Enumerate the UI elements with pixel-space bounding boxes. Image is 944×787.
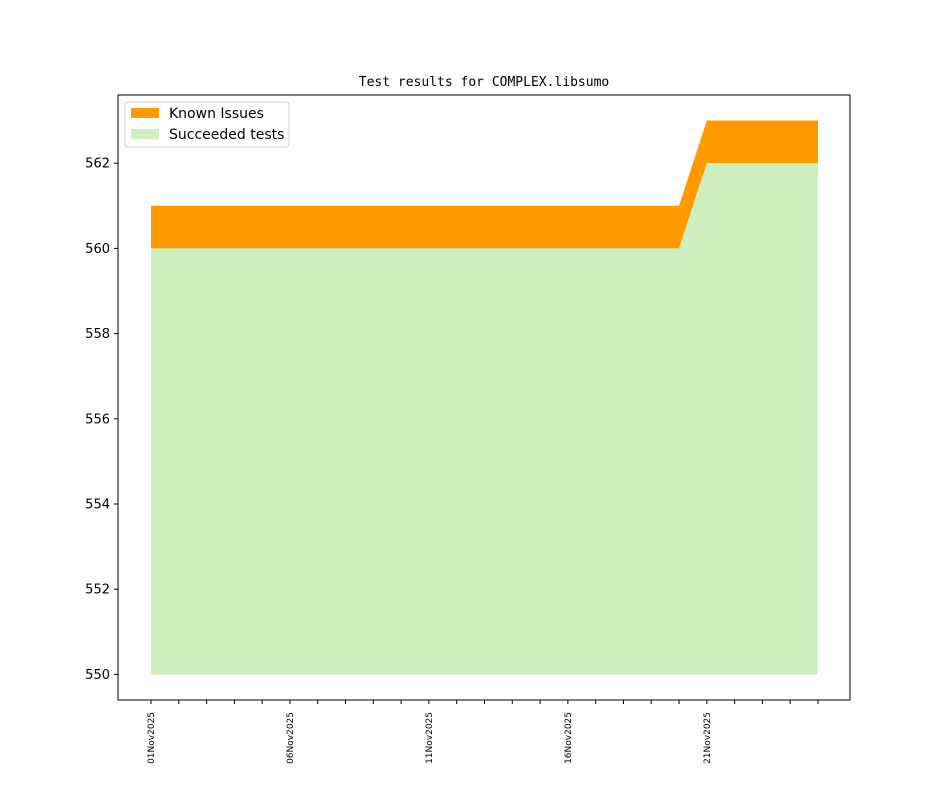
x-tick-label: 21Nov2025 (703, 712, 713, 764)
legend-swatch-succeeded-tests (131, 129, 159, 139)
y-tick-label: 562 (85, 157, 110, 172)
x-tick-label: 16Nov2025 (564, 712, 574, 764)
y-tick-label: 550 (85, 668, 110, 683)
legend-label-succeeded-tests: Succeeded tests (169, 127, 284, 143)
area-succeeded-tests (151, 163, 818, 675)
legend-swatch-known-issues (131, 108, 159, 118)
x-axis: 01Nov2025 06Nov2025 11Nov2025 16Nov2025 21No… (147, 700, 819, 764)
legend-label-known-issues: Known Issues (169, 106, 264, 122)
y-tick-label: 560 (85, 242, 110, 257)
x-tick-label: 11Nov2025 (425, 712, 435, 764)
plot-area (151, 120, 818, 675)
x-tick-label: 01Nov2025 (147, 712, 157, 764)
legend-box (124, 101, 290, 148)
y-tick-label: 558 (85, 327, 110, 342)
y-axis: 550 552 554 556 558 560 562 (85, 157, 118, 683)
y-tick-label: 554 (85, 498, 110, 513)
legend: Known Issues Succeeded tests (124, 101, 290, 148)
y-tick-label: 556 (85, 412, 110, 427)
x-tick-label: 06Nov2025 (286, 712, 296, 764)
y-tick-label: 552 (85, 583, 110, 598)
chart-title: Test results for COMPLEX.libsumo (359, 75, 609, 90)
area-known-issues (151, 120, 818, 249)
